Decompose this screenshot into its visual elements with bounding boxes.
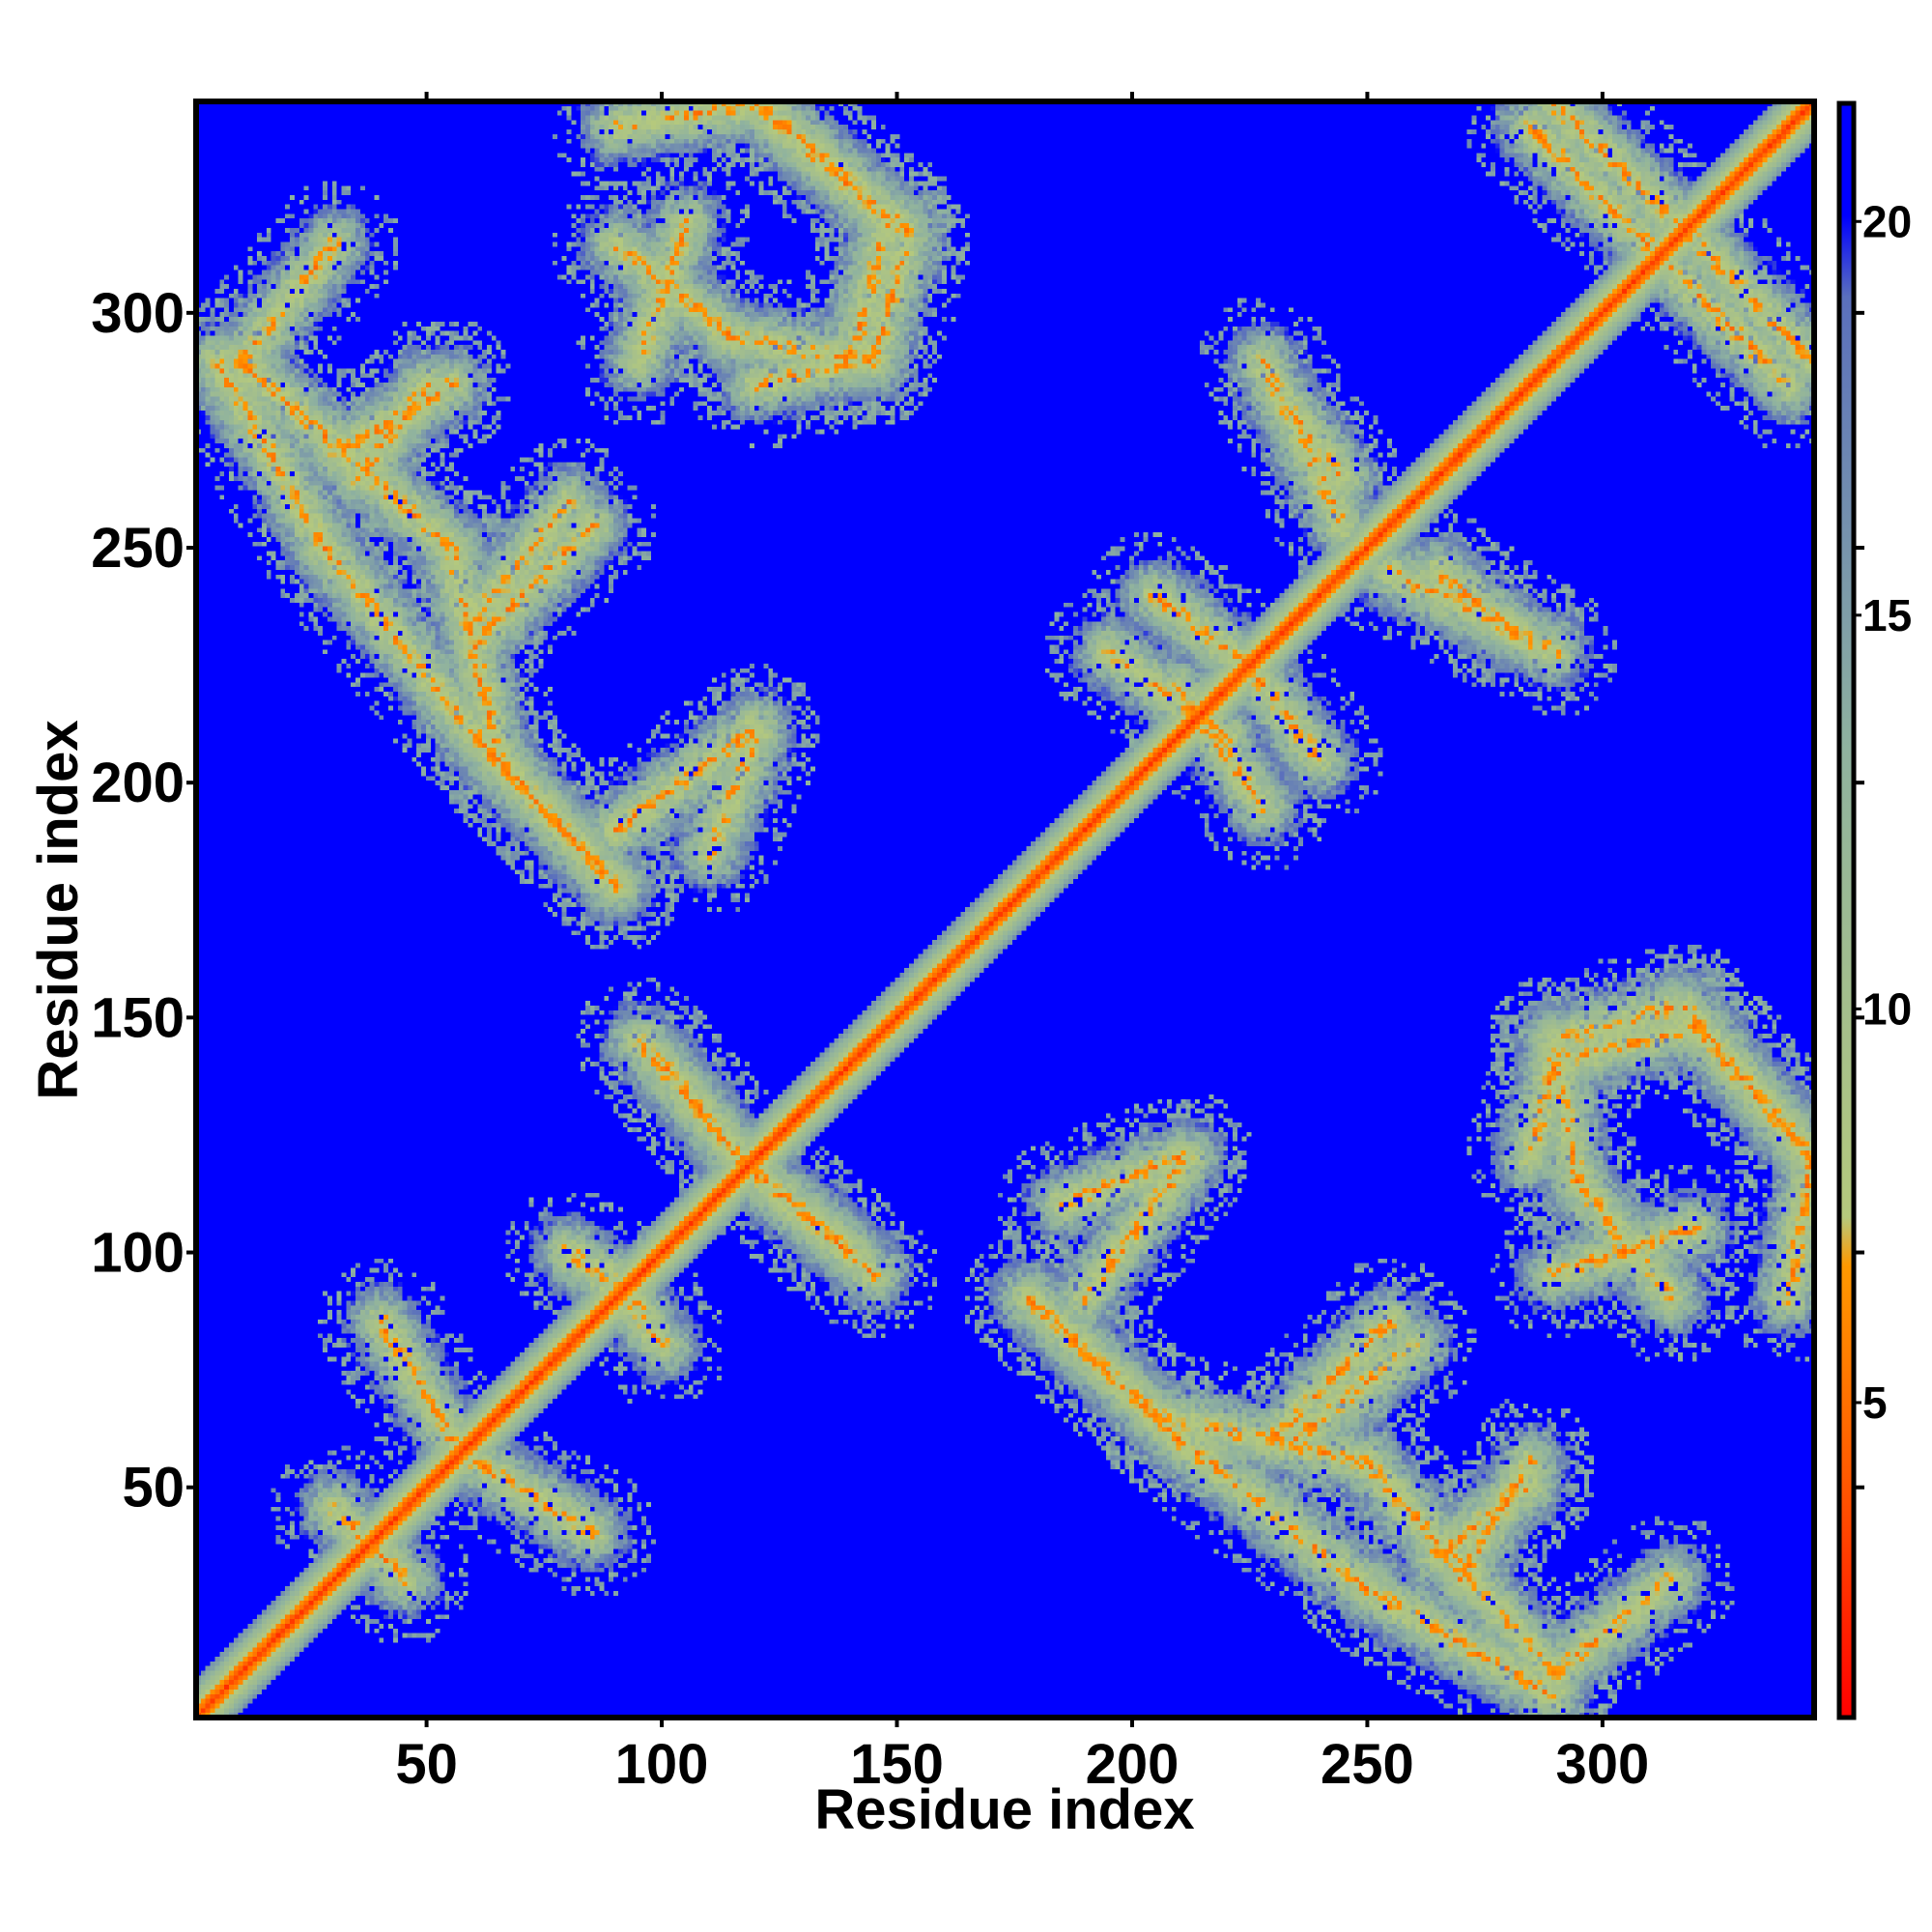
heatmap-cells <box>196 101 1814 1718</box>
plot-border <box>193 99 1817 1720</box>
y-axis-title: Residue index <box>27 720 90 1099</box>
y-tick-label: 200 <box>91 752 185 814</box>
colorbar-tick-label: 5 <box>1862 1378 1888 1428</box>
colorbar-ticks: 5 10 15 20 <box>1854 196 1912 1428</box>
x-axis-ticks: 50 100 150 200 250 300 <box>395 92 1649 1796</box>
plot-area <box>193 99 1817 1720</box>
y-tick-label: 150 <box>91 986 185 1049</box>
x-tick-label: 200 <box>1086 1733 1179 1796</box>
colorbar-tick-label: 10 <box>1862 983 1912 1034</box>
y-tick-label: 250 <box>91 517 185 580</box>
colorbar-scale <box>1839 103 1854 1718</box>
x-tick-label: 300 <box>1555 1733 1649 1796</box>
x-axis-title: Residue index <box>814 1778 1194 1841</box>
y-tick-label: 300 <box>91 282 185 345</box>
x-tick-label: 250 <box>1321 1733 1414 1796</box>
x-tick-label: 50 <box>395 1733 458 1796</box>
x-tick-label: 150 <box>850 1733 944 1796</box>
colorbar-border <box>1836 100 1857 1720</box>
y-axis-ticks: 50 100 150 200 250 300 <box>91 282 1864 1520</box>
colorbar: 5 10 15 20 <box>1836 100 1912 1720</box>
y-tick-label: 50 <box>122 1457 185 1520</box>
colorbar-tick-label: 20 <box>1862 196 1912 246</box>
y-tick-label: 100 <box>91 1222 185 1285</box>
x-tick-label: 100 <box>615 1733 709 1796</box>
colorbar-tick-label: 15 <box>1862 590 1912 640</box>
